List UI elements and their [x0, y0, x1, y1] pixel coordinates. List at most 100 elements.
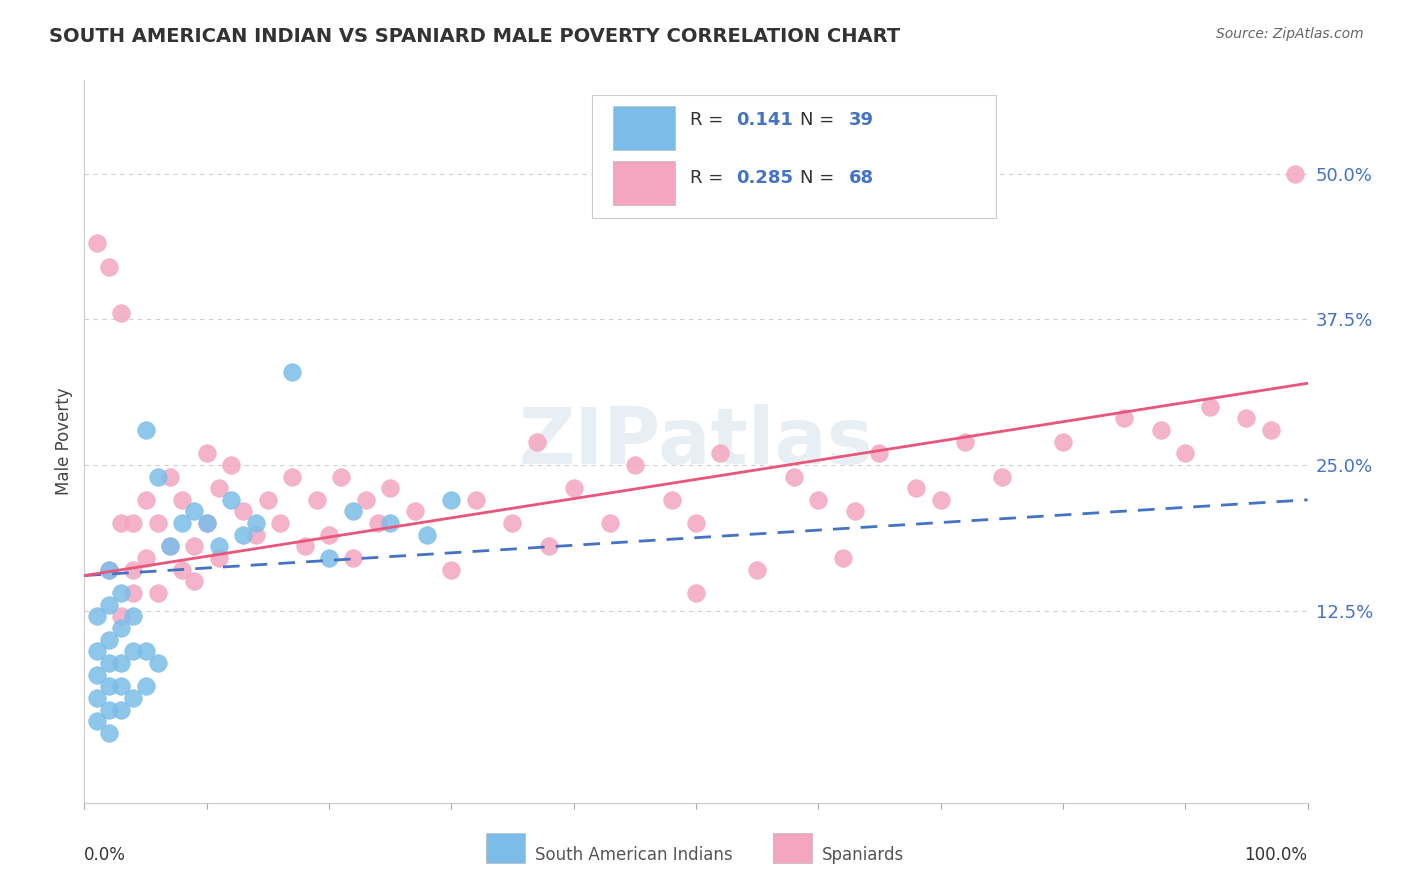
Text: R =: R = — [690, 112, 728, 129]
Y-axis label: Male Poverty: Male Poverty — [55, 388, 73, 495]
Point — [97, 702, 120, 716]
Point — [183, 574, 205, 589]
Point — [440, 492, 463, 507]
Point — [1150, 423, 1173, 437]
Point — [783, 469, 806, 483]
Point — [367, 516, 389, 530]
Point — [122, 563, 145, 577]
Point — [219, 492, 242, 507]
Text: ZIPatlas: ZIPatlas — [519, 403, 873, 480]
Point — [905, 481, 928, 495]
Point — [146, 586, 169, 600]
Point — [86, 714, 108, 729]
Text: South American Indians: South American Indians — [534, 847, 733, 864]
Point — [97, 726, 120, 740]
Point — [1198, 400, 1220, 414]
Text: Source: ZipAtlas.com: Source: ZipAtlas.com — [1216, 27, 1364, 41]
Point — [404, 504, 426, 518]
Point — [135, 551, 157, 566]
Point — [219, 458, 242, 472]
Point — [110, 609, 132, 624]
Point — [318, 551, 340, 566]
FancyBboxPatch shape — [592, 95, 995, 218]
Point — [159, 540, 181, 554]
Point — [562, 481, 585, 495]
Point — [122, 690, 145, 705]
Point — [342, 551, 364, 566]
Point — [440, 563, 463, 577]
Point — [953, 434, 976, 449]
Point — [135, 679, 157, 693]
Point — [159, 540, 181, 554]
Point — [135, 644, 157, 658]
Text: N =: N = — [800, 112, 839, 129]
Point — [245, 528, 267, 542]
Point — [380, 481, 402, 495]
Text: 0.141: 0.141 — [737, 112, 793, 129]
Point — [305, 492, 328, 507]
Point — [97, 260, 120, 274]
Point — [195, 516, 218, 530]
Point — [146, 656, 169, 670]
Point — [86, 690, 108, 705]
Point — [172, 492, 194, 507]
Point — [380, 516, 402, 530]
Text: Spaniards: Spaniards — [823, 847, 904, 864]
Point — [97, 656, 120, 670]
Point — [183, 504, 205, 518]
FancyBboxPatch shape — [773, 833, 813, 863]
Point — [146, 516, 169, 530]
Point — [281, 365, 304, 379]
Text: 68: 68 — [849, 169, 875, 187]
Text: N =: N = — [800, 169, 839, 187]
Point — [86, 667, 108, 681]
Point — [110, 679, 132, 693]
Point — [183, 540, 205, 554]
Text: 0.285: 0.285 — [737, 169, 793, 187]
Point — [1284, 167, 1306, 181]
Point — [232, 504, 254, 518]
Point — [97, 563, 120, 577]
Point — [869, 446, 891, 460]
FancyBboxPatch shape — [485, 833, 524, 863]
Point — [122, 644, 145, 658]
Point — [294, 540, 316, 554]
Point — [318, 528, 340, 542]
Point — [807, 492, 830, 507]
Point — [208, 540, 231, 554]
Point — [831, 551, 853, 566]
Point — [538, 540, 561, 554]
Point — [110, 586, 132, 600]
Point — [1174, 446, 1197, 460]
Point — [991, 469, 1014, 483]
Point — [135, 423, 157, 437]
Point — [416, 528, 439, 542]
Text: R =: R = — [690, 169, 728, 187]
Point — [146, 469, 169, 483]
Point — [97, 632, 120, 647]
Point — [159, 469, 181, 483]
FancyBboxPatch shape — [613, 105, 675, 150]
Point — [526, 434, 548, 449]
Point — [208, 551, 231, 566]
FancyBboxPatch shape — [613, 161, 675, 205]
Point — [624, 458, 647, 472]
Point — [502, 516, 524, 530]
Point — [97, 679, 120, 693]
Point — [97, 563, 120, 577]
Point — [464, 492, 486, 507]
Point — [110, 516, 132, 530]
Point — [599, 516, 621, 530]
Point — [110, 702, 132, 716]
Point — [122, 586, 145, 600]
Point — [330, 469, 353, 483]
Point — [122, 609, 145, 624]
Point — [195, 446, 218, 460]
Point — [709, 446, 731, 460]
Point — [110, 621, 132, 635]
Point — [1236, 411, 1258, 425]
Point — [1114, 411, 1136, 425]
Point — [110, 306, 132, 320]
Point — [86, 644, 108, 658]
Point — [685, 586, 707, 600]
